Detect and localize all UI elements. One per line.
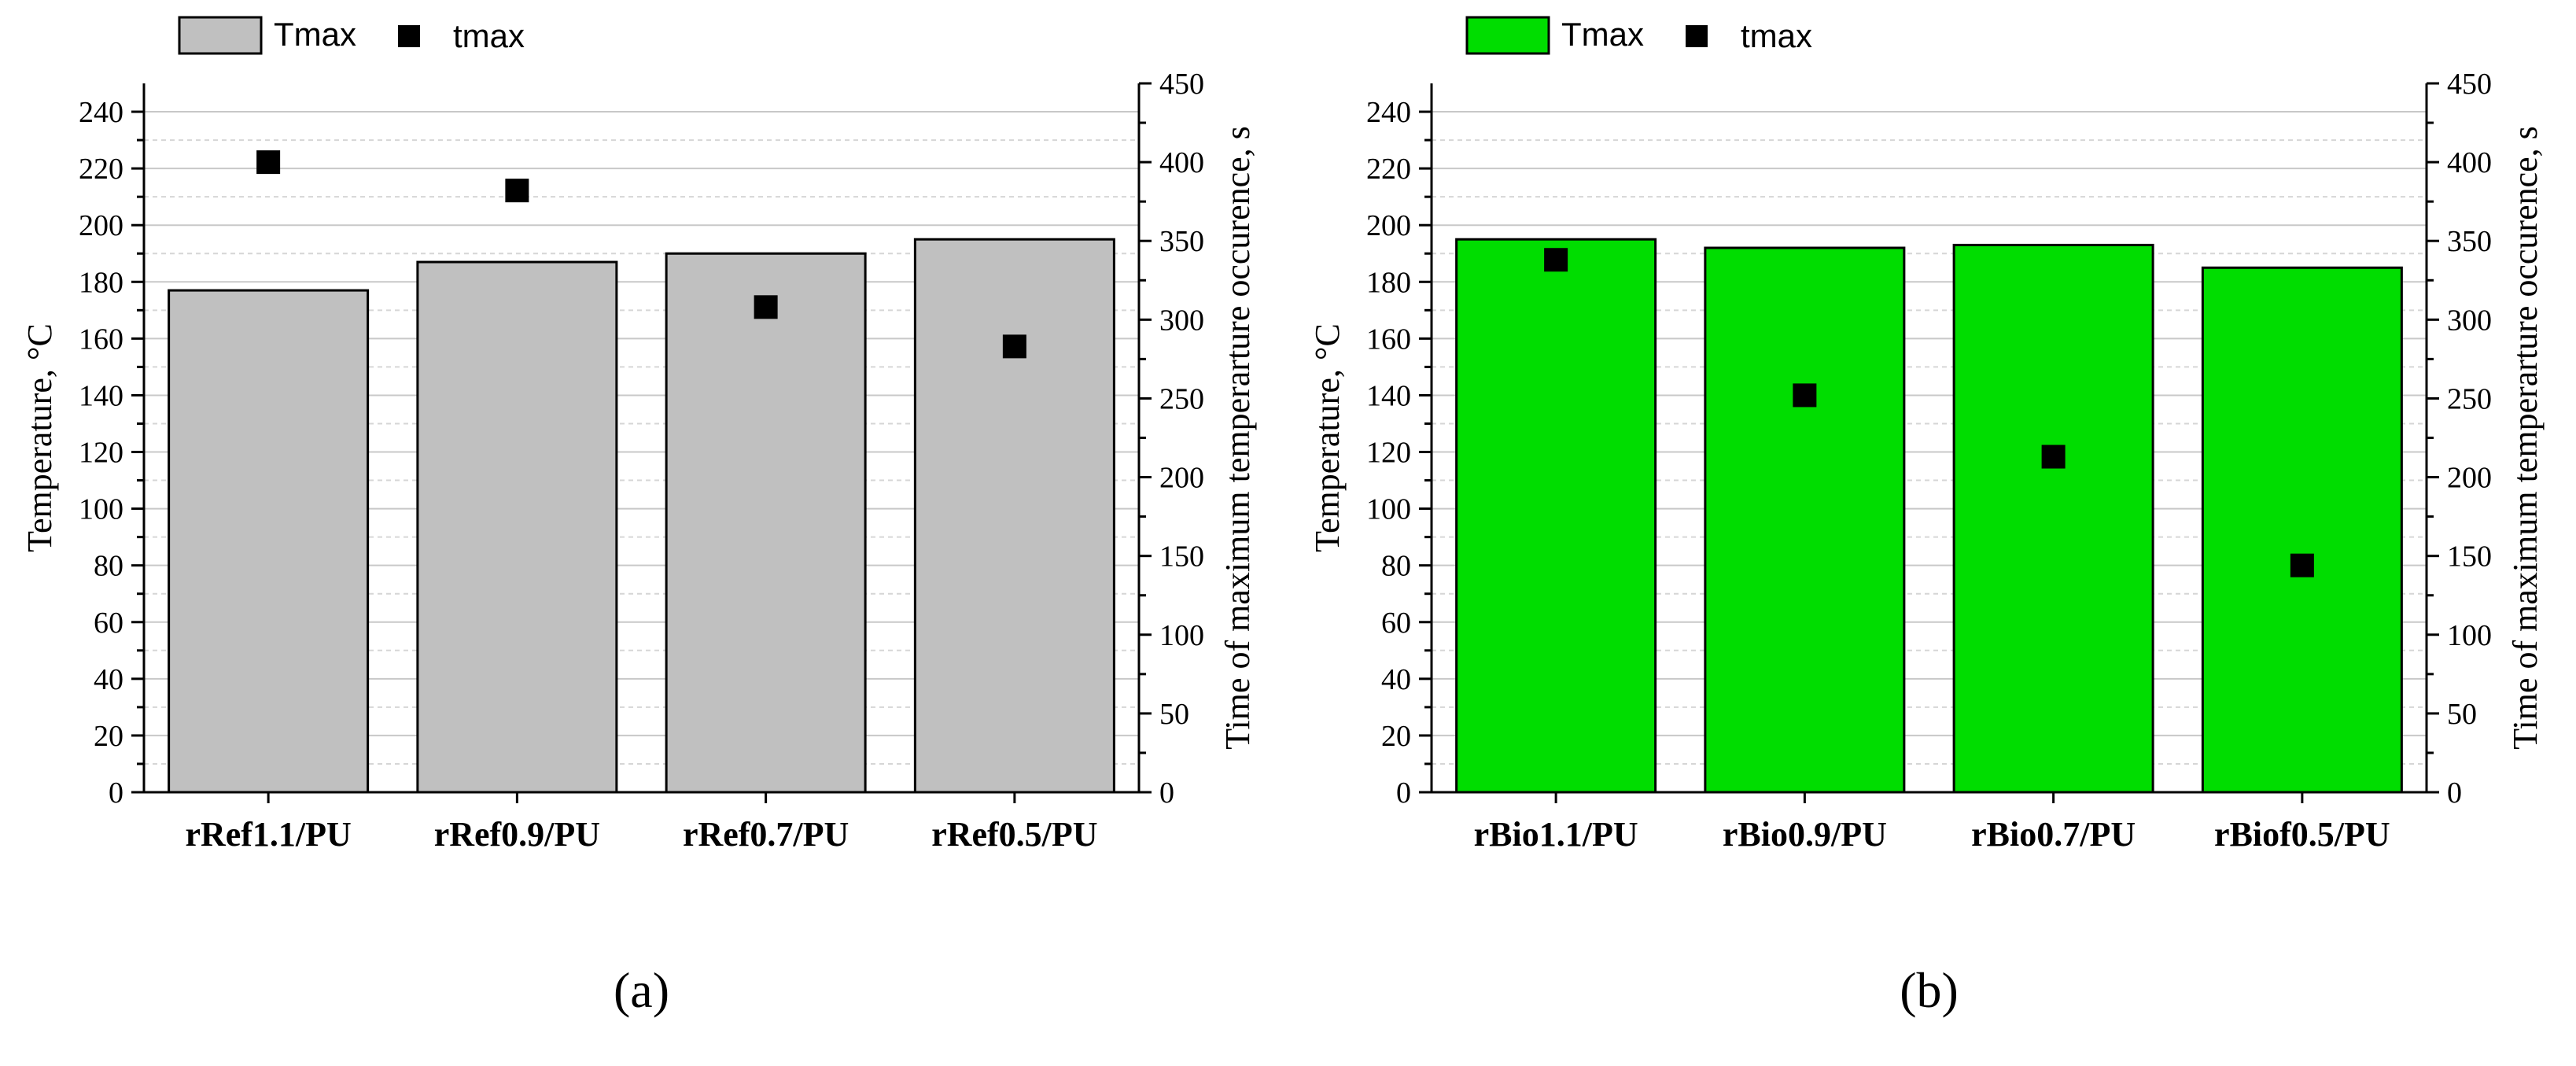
- y2-tick-label: 450: [2447, 68, 2492, 101]
- bar-rbiof0-5-pu: [2201, 266, 2403, 794]
- legend-swatch-point: [398, 25, 420, 47]
- y2-tick-label: 0: [2447, 776, 2462, 810]
- y2-tick-label: 0: [1159, 776, 1174, 810]
- point-rref1-1-pu: [256, 150, 281, 175]
- y-tick-label: 80: [1381, 550, 1411, 583]
- point-rbiof0-5-pu: [2290, 553, 2314, 577]
- y-tick-label: 120: [1366, 437, 1411, 470]
- y-tick-label: 0: [1396, 776, 1411, 810]
- y-axis-title: Temperature, °C: [1308, 323, 1347, 552]
- y-tick-label: 140: [79, 379, 123, 412]
- y2-tick-label: 50: [2447, 698, 2477, 731]
- y-tick-label: 100: [1366, 493, 1411, 526]
- bar-rref0-5-pu: [913, 238, 1115, 794]
- y2-tick-label: 400: [1159, 146, 1204, 179]
- y-tick-label: 120: [79, 437, 123, 470]
- point-rbio0-9-pu: [1793, 383, 1817, 408]
- y2-tick-label: 350: [2447, 225, 2492, 258]
- legend-swatch-point: [1686, 25, 1708, 47]
- y2-axis-title: Time of maximum temperarture occurence, …: [1218, 126, 1257, 750]
- x-tick-label: rBio0.9/PU: [1723, 815, 1887, 854]
- y-tick-label: 220: [79, 153, 123, 186]
- y-tick-label: 180: [1366, 266, 1411, 299]
- bar-rref0-9-pu: [416, 260, 618, 794]
- bar-rref1-1-pu: [168, 289, 370, 794]
- legend-label-point: tmax: [1741, 17, 1812, 54]
- y2-tick-label: 250: [1159, 382, 1204, 415]
- x-tick-label: rRef0.9/PU: [434, 815, 600, 854]
- y2-tick-label: 300: [1159, 304, 1204, 337]
- y-tick-label: 240: [79, 96, 123, 129]
- y2-tick-label: 200: [2447, 462, 2492, 495]
- y-tick-label: 140: [1366, 379, 1411, 412]
- y-tick-label: 240: [1366, 96, 1411, 129]
- panel-label: (a): [614, 962, 669, 1018]
- y2-tick-label: 400: [2447, 146, 2492, 179]
- y-tick-label: 40: [1381, 663, 1411, 696]
- point-rbio1-1-pu: [1544, 248, 1568, 272]
- y2-tick-label: 300: [2447, 304, 2492, 337]
- y2-tick-label: 150: [2447, 540, 2492, 574]
- x-tick-label: rRef0.7/PU: [683, 815, 849, 854]
- x-tick-label: rBio0.7/PU: [1971, 815, 2136, 854]
- y2-tick-label: 100: [2447, 619, 2492, 652]
- y2-tick-label: 100: [1159, 619, 1204, 652]
- y-tick-label: 20: [1381, 720, 1411, 753]
- y-tick-label: 180: [79, 266, 123, 299]
- x-tick-label: rRef0.5/PU: [931, 815, 1097, 854]
- y2-tick-label: 250: [2447, 382, 2492, 415]
- y-tick-label: 200: [1366, 209, 1411, 242]
- y-tick-label: 0: [109, 776, 123, 810]
- point-rref0-9-pu: [505, 179, 529, 203]
- point-rref0-7-pu: [754, 295, 778, 319]
- y-axis-title: Temperature, °C: [20, 323, 59, 552]
- y-tick-label: 220: [1366, 153, 1411, 186]
- y-tick-label: 100: [79, 493, 123, 526]
- bar-rbio1-1-pu: [1455, 238, 1657, 794]
- y-tick-label: 60: [1381, 607, 1411, 640]
- bar-rref0-7-pu: [665, 252, 867, 794]
- legend-label-bar: Tmax: [1561, 16, 1644, 53]
- y-tick-label: 200: [79, 209, 123, 242]
- chart-panel-b: 0 20 40 60 80 100 120 140 160 180 200 220 240 0 50 100 1…: [1308, 16, 2545, 1018]
- point-rbio0-7-pu: [2041, 444, 2066, 469]
- y2-tick-label: 150: [1159, 540, 1204, 574]
- y-tick-label: 160: [1366, 323, 1411, 356]
- y2-tick-label: 350: [1159, 225, 1204, 258]
- y-tick-label: 160: [79, 323, 123, 356]
- chart-panel-a: 0 20 40 60 80 100 120 140 160 180 200 220 240 0 50 100 1…: [20, 16, 1257, 1018]
- x-tick-label: rBiof0.5/PU: [2214, 815, 2390, 854]
- y2-axis-title: Time of maximum temperarture occurence, …: [2506, 126, 2545, 750]
- panel-label: (b): [1900, 962, 1959, 1018]
- bar-rbio0-7-pu: [1952, 243, 2154, 794]
- y-tick-label: 60: [94, 607, 123, 640]
- legend-swatch-bar: [1465, 16, 1550, 55]
- legend-swatch-bar: [178, 16, 263, 55]
- y-tick-label: 80: [94, 550, 123, 583]
- legend-label-point: tmax: [453, 17, 525, 54]
- x-tick-label: rBio1.1/PU: [1474, 815, 1638, 854]
- legend-label-bar: Tmax: [274, 16, 356, 53]
- point-rref0-5-pu: [1002, 334, 1026, 359]
- bar-rbio0-9-pu: [1704, 246, 1906, 794]
- x-tick-label: rRef1.1/PU: [185, 815, 351, 854]
- y2-tick-label: 50: [1159, 698, 1189, 731]
- y-tick-label: 40: [94, 663, 123, 696]
- y2-tick-label: 200: [1159, 462, 1204, 495]
- y-tick-label: 20: [94, 720, 123, 753]
- y2-tick-label: 450: [1159, 68, 1204, 101]
